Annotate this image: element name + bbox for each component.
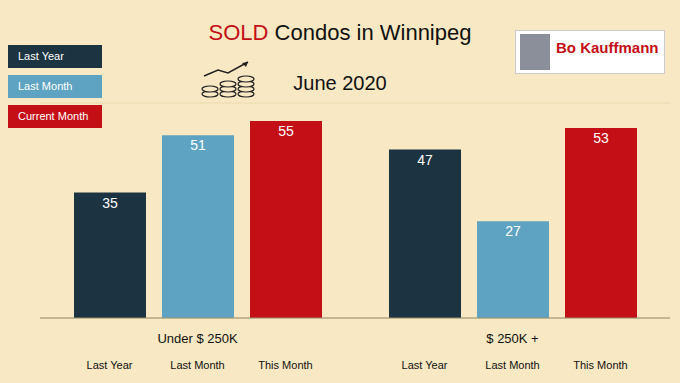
html-text:Last Month: Last Month	[18, 80, 73, 92]
svg-text:Last Month: Last Month	[170, 359, 224, 371]
svg-text:Last Year: Last Year	[87, 359, 133, 371]
html-text:Bo Kauffmann: Bo Kauffmann	[556, 39, 659, 56]
svg-text:Last Month: Last Month	[485, 359, 539, 371]
html-text:June 2020: June 2020	[293, 72, 387, 94]
svg-text:51: 51	[190, 137, 206, 153]
html-text:Current Month: Current Month	[18, 110, 89, 122]
svg-text:47: 47	[417, 152, 433, 168]
svg-text:Last Year: Last Year	[402, 359, 448, 371]
svg-text:This Month: This Month	[573, 359, 627, 371]
svg-text:Under $ 250K: Under $ 250K	[157, 331, 238, 346]
svg-text:53: 53	[593, 130, 609, 146]
svg-text:This Month: This Month	[258, 359, 312, 371]
svg-text:27: 27	[505, 223, 521, 239]
html-text:SOLD Condos in Winnipeg: SOLD Condos in Winnipeg	[208, 20, 472, 45]
svg-text:$ 250K +: $ 250K +	[486, 331, 538, 346]
html-text:Last Year: Last Year	[18, 50, 64, 62]
svg-text:35: 35	[102, 195, 118, 211]
svg-text:55: 55	[278, 123, 294, 139]
